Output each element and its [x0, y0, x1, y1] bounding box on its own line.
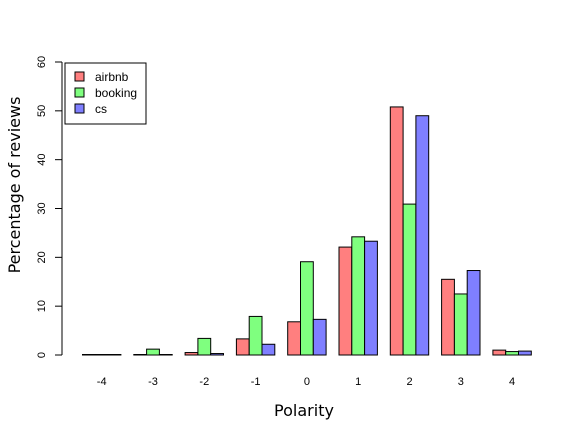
bar-airbnb-1	[338, 246, 353, 356]
bar-airbnb-3	[441, 278, 455, 356]
bar-booking--1	[248, 315, 263, 356]
bar-cs-1	[364, 240, 378, 356]
x-axis-tick-labels: -4 -3 -2 -1 0 1 2 3 4	[97, 376, 515, 388]
x-tick-label: -2	[199, 376, 209, 388]
x-tick-label: 3	[458, 376, 464, 388]
legend-label-booking: booking	[95, 86, 137, 100]
legend: airbnb booking cs	[64, 62, 147, 125]
y-tick-label: 50	[36, 105, 48, 117]
x-tick-label: -4	[97, 376, 107, 388]
bars-group	[82, 106, 532, 356]
y-tick-label: 60	[36, 56, 48, 68]
x-tick-label: -3	[148, 376, 158, 388]
bar-booking-3	[453, 293, 468, 356]
bar-cs--1	[261, 343, 276, 356]
bar-booking--2	[197, 337, 212, 356]
y-axis: 0 10 20 30 40 50 60	[36, 56, 63, 358]
bar-cs--2	[210, 353, 224, 356]
bar-cs-2	[415, 115, 430, 356]
bar-airbnb-4	[492, 349, 507, 356]
bar-airbnb-2	[389, 106, 404, 356]
x-tick-label: 0	[304, 376, 310, 388]
legend-swatch-airbnb	[74, 71, 85, 82]
bar-airbnb--1	[235, 338, 250, 356]
bar-booking-2	[402, 203, 417, 356]
y-tick-label: 0	[36, 352, 48, 358]
bar-airbnb-0	[287, 321, 302, 356]
legend-swatch-booking	[74, 87, 85, 98]
bar-cs-4	[518, 350, 532, 356]
bar-cs-3	[466, 270, 481, 356]
bar-booking-4	[505, 351, 520, 356]
bar-booking-0	[300, 261, 314, 356]
x-tick-label: 1	[355, 376, 361, 388]
bar-booking-1	[351, 236, 366, 356]
x-tick-label: 4	[509, 376, 515, 388]
legend-label-airbnb: airbnb	[95, 70, 129, 84]
y-tick-label: 30	[36, 202, 48, 214]
x-axis-title: Polarity	[274, 401, 334, 420]
bar-booking--3	[146, 348, 160, 356]
x-tick-label: -1	[251, 376, 261, 388]
legend-label-cs: cs	[95, 102, 107, 116]
x-tick-label: 2	[406, 376, 412, 388]
y-tick-label: 40	[36, 154, 48, 166]
bar-airbnb--2	[184, 352, 199, 356]
legend-swatch-cs	[74, 103, 85, 114]
y-tick-label: 10	[36, 300, 48, 312]
y-tick-label: 20	[36, 251, 48, 263]
bar-cs-0	[312, 318, 327, 356]
y-axis-title: Percentage of reviews	[5, 97, 24, 274]
